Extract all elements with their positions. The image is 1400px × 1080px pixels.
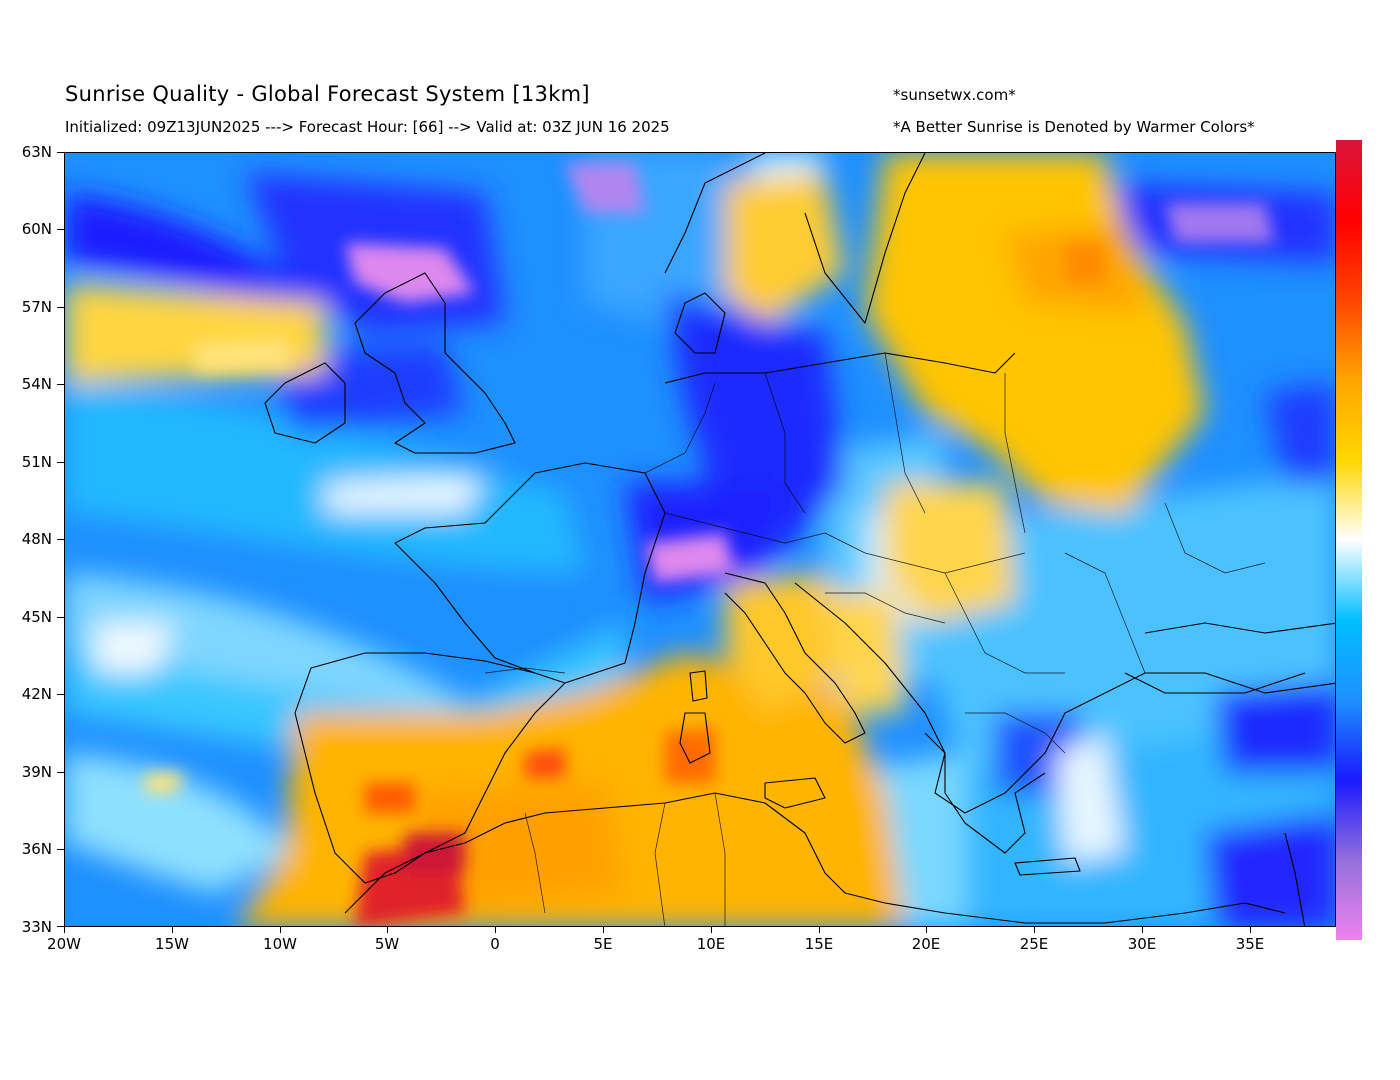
x-tick bbox=[1142, 927, 1143, 933]
x-tick-label: 5E bbox=[593, 935, 613, 953]
y-tick-label: 57N bbox=[21, 298, 52, 316]
x-tick-label: 0 bbox=[490, 935, 500, 953]
coastlines bbox=[264, 153, 1335, 926]
x-tick-label: 5W bbox=[374, 935, 400, 953]
y-tick bbox=[57, 849, 64, 850]
y-tick-label: 48N bbox=[21, 530, 52, 548]
y-tick bbox=[57, 462, 64, 463]
chart-title: Sunrise Quality - Global Forecast System… bbox=[65, 82, 590, 106]
x-tick-label: 30E bbox=[1127, 935, 1157, 953]
y-tick-label: 42N bbox=[21, 685, 52, 703]
y-tick bbox=[57, 229, 64, 230]
x-tick bbox=[387, 927, 388, 933]
x-tick bbox=[603, 927, 604, 933]
y-tick-label: 45N bbox=[21, 608, 52, 626]
y-tick-label: 39N bbox=[21, 763, 52, 781]
y-tick-label: 63N bbox=[21, 143, 52, 161]
y-tick-label: 36N bbox=[21, 840, 52, 858]
x-tick bbox=[1250, 927, 1251, 933]
x-tick-label: 25E bbox=[1019, 935, 1049, 953]
y-tick-label: 54N bbox=[21, 375, 52, 393]
forecast-info: Initialized: 09Z13JUN2025 ---> Forecast … bbox=[65, 118, 670, 136]
x-tick-label: 35E bbox=[1235, 935, 1265, 953]
x-tick bbox=[280, 927, 281, 933]
x-tick-label: 20E bbox=[911, 935, 941, 953]
x-tick bbox=[64, 927, 65, 933]
y-tick-label: 60N bbox=[21, 220, 52, 238]
legend-note: *A Better Sunrise is Denoted by Warmer C… bbox=[893, 118, 1255, 136]
y-tick bbox=[57, 307, 64, 308]
x-tick-label: 15E bbox=[804, 935, 834, 953]
x-tick-label: 10E bbox=[696, 935, 726, 953]
x-tick-label: 20W bbox=[47, 935, 81, 953]
quality-hotspots bbox=[145, 163, 1275, 926]
x-tick bbox=[172, 927, 173, 933]
forecast-map bbox=[64, 152, 1336, 927]
y-tick bbox=[57, 384, 64, 385]
y-tick bbox=[57, 152, 64, 153]
y-tick-label: 33N bbox=[21, 918, 52, 936]
x-tick bbox=[1034, 927, 1035, 933]
y-tick-label: 51N bbox=[21, 453, 52, 471]
x-tick bbox=[819, 927, 820, 933]
y-tick bbox=[57, 926, 64, 927]
y-tick bbox=[57, 772, 64, 773]
x-tick-label: 10W bbox=[263, 935, 297, 953]
y-tick bbox=[57, 539, 64, 540]
y-tick bbox=[57, 617, 64, 618]
color-scale-bar bbox=[1336, 140, 1362, 940]
country-borders bbox=[484, 352, 1266, 926]
credit-text: *sunsetwx.com* bbox=[893, 86, 1016, 104]
x-tick bbox=[926, 927, 927, 933]
x-tick-label: 15W bbox=[155, 935, 189, 953]
y-tick bbox=[57, 694, 64, 695]
x-tick bbox=[711, 927, 712, 933]
x-tick bbox=[495, 927, 496, 933]
